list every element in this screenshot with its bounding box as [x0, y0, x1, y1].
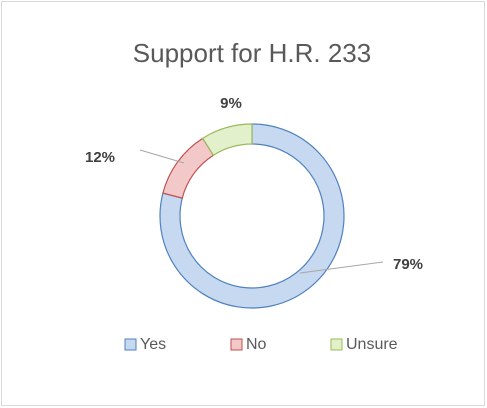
legend-swatch	[124, 338, 137, 351]
leader-line	[299, 261, 384, 274]
data-label: 79%	[393, 256, 423, 273]
legend-swatch	[330, 338, 343, 351]
leader-line	[139, 149, 185, 164]
legend-label: Yes	[140, 336, 166, 353]
data-label: 12%	[85, 149, 115, 166]
doughnut-segment	[159, 123, 345, 309]
legend-swatch	[230, 338, 243, 351]
legend-label: No	[246, 336, 267, 353]
data-label: 9%	[220, 95, 242, 112]
chart-title: Support for H.R. 233	[133, 38, 371, 68]
legend-label: Unsure	[346, 336, 398, 353]
doughnut-segment	[201, 123, 253, 157]
